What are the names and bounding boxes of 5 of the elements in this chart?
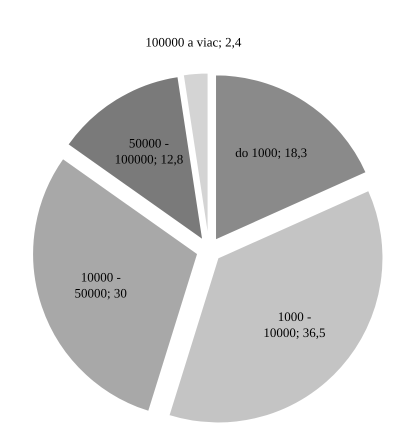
slice-label: 100000 a viac; 2,4	[145, 34, 242, 50]
slice-label: 10000 - 50000; 30	[74, 270, 127, 301]
slice-label: do 1000; 18,3	[235, 145, 308, 160]
slice-label: 1000 - 10000; 36,5	[263, 308, 326, 340]
slice-label: 50000 - 100000; 12,8	[114, 136, 184, 167]
